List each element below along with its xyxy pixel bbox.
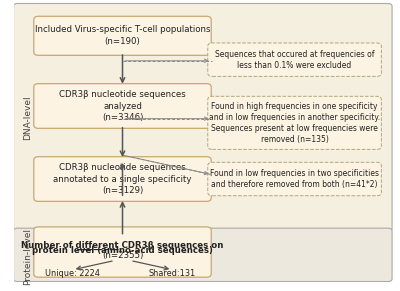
FancyBboxPatch shape <box>208 43 381 76</box>
FancyBboxPatch shape <box>34 227 211 277</box>
Text: Included Virus-specific T-cell populations
(n=190): Included Virus-specific T-cell populatio… <box>35 25 210 46</box>
Text: Found in low frequencies in two specificities
and therefore removed from both (n: Found in low frequencies in two specific… <box>210 169 379 189</box>
Text: Protein-level: Protein-level <box>24 228 32 285</box>
FancyBboxPatch shape <box>34 16 211 55</box>
Text: CDR3β nucleotide sequences
analyzed
(n=3346): CDR3β nucleotide sequences analyzed (n=3… <box>59 90 186 122</box>
Text: Shared:131: Shared:131 <box>148 269 196 278</box>
Text: Found in high frequencies in one specificity
and in low frequencies in another s: Found in high frequencies in one specifi… <box>209 102 380 144</box>
Text: DNA-level: DNA-level <box>24 95 32 140</box>
FancyBboxPatch shape <box>34 84 211 128</box>
Text: (n=2355): (n=2355) <box>102 251 143 260</box>
FancyBboxPatch shape <box>208 96 381 149</box>
FancyBboxPatch shape <box>14 228 392 281</box>
Text: Number of d̲i̲f̲f̲e̲r̲e̲n̲t̲ CDR3β sequences on: Number of d̲i̲f̲f̲e̲r̲e̲n̲t̲ CDR3β seque… <box>21 241 224 250</box>
Text: Unique: 2224: Unique: 2224 <box>45 269 100 278</box>
Text: Sequences that occured at frequencies of
less than 0.1% were excluded: Sequences that occured at frequencies of… <box>215 50 374 70</box>
FancyBboxPatch shape <box>208 162 381 196</box>
FancyBboxPatch shape <box>34 157 211 201</box>
Text: protein level (amino-acid sequences): protein level (amino-acid sequences) <box>32 246 213 255</box>
Text: CDR3β nucleotide sequences
annotated to a single specificity
(n=3129): CDR3β nucleotide sequences annotated to … <box>53 163 192 195</box>
FancyBboxPatch shape <box>14 3 392 231</box>
